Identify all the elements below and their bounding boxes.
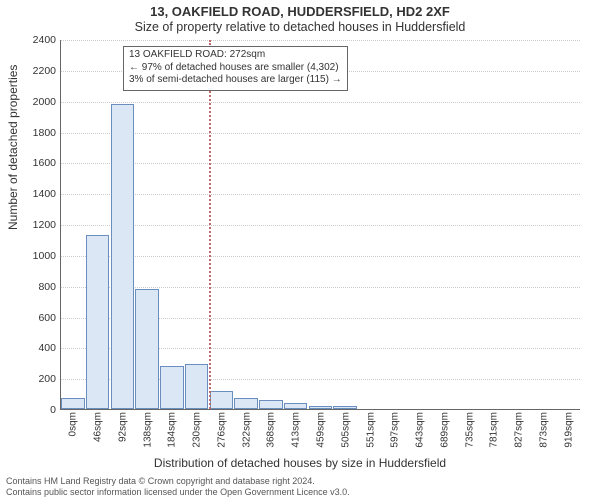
y-tick-label: 1800	[33, 127, 61, 139]
footer-line1: Contains HM Land Registry data © Crown c…	[6, 476, 350, 487]
gridline-h	[61, 225, 580, 226]
x-tick-label: 459sqm	[316, 409, 327, 448]
x-tick-label: 368sqm	[266, 409, 277, 448]
y-tick-label: 0	[50, 404, 61, 416]
annotation-line2: ← 97% of detached houses are smaller (4,…	[129, 62, 342, 75]
footer-line2: Contains public sector information licen…	[6, 487, 350, 498]
histogram-bar	[135, 289, 159, 409]
x-tick-label: 276sqm	[216, 409, 227, 448]
y-tick-label: 2400	[33, 34, 61, 46]
histogram-bar	[234, 398, 258, 409]
footer-attribution: Contains HM Land Registry data © Crown c…	[6, 476, 350, 498]
gridline-h	[61, 102, 580, 103]
x-tick-label: 781sqm	[489, 409, 500, 448]
histogram-bar	[86, 235, 110, 409]
x-axis-label: Distribution of detached houses by size …	[0, 456, 600, 470]
histogram-bar	[160, 366, 184, 409]
y-tick-label: 1600	[33, 157, 61, 169]
x-tick-label: 413sqm	[291, 409, 302, 448]
chart-title-line2: Size of property relative to detached ho…	[0, 20, 600, 34]
y-tick-label: 600	[38, 312, 61, 324]
gridline-h	[61, 287, 580, 288]
chart-container: 13, OAKFIELD ROAD, HUDDERSFIELD, HD2 2XF…	[0, 0, 600, 500]
y-axis-label: Number of detached properties	[6, 65, 20, 230]
x-tick-label: 46sqm	[93, 409, 104, 442]
histogram-bar	[185, 364, 209, 409]
annotation-line1: 13 OAKFIELD ROAD: 272sqm	[129, 49, 342, 62]
gridline-h	[61, 256, 580, 257]
gridline-h	[61, 133, 580, 134]
property-marker-line	[209, 40, 211, 409]
gridline-h	[61, 163, 580, 164]
x-tick-label: 551sqm	[365, 409, 376, 448]
gridline-h	[61, 40, 580, 41]
x-tick-label: 92sqm	[117, 409, 128, 442]
y-tick-label: 1000	[33, 250, 61, 262]
y-tick-label: 2000	[33, 96, 61, 108]
x-tick-label: 735sqm	[464, 409, 475, 448]
histogram-bar	[259, 400, 283, 409]
x-tick-label: 505sqm	[340, 409, 351, 448]
y-tick-label: 2200	[33, 65, 61, 77]
x-tick-label: 827sqm	[514, 409, 525, 448]
x-tick-label: 184sqm	[167, 409, 178, 448]
x-tick-label: 138sqm	[142, 409, 153, 448]
annotation-box: 13 OAKFIELD ROAD: 272sqm ← 97% of detach…	[123, 46, 348, 91]
y-tick-label: 1200	[33, 219, 61, 231]
y-tick-label: 1400	[33, 188, 61, 200]
annotation-line3: 3% of semi-detached houses are larger (1…	[129, 74, 342, 87]
x-tick-label: 230sqm	[192, 409, 203, 448]
x-tick-label: 919sqm	[563, 409, 574, 448]
histogram-bar	[210, 391, 234, 410]
histogram-bar	[111, 104, 135, 409]
histogram-bar	[61, 398, 85, 409]
x-tick-label: 597sqm	[390, 409, 401, 448]
y-tick-label: 200	[38, 373, 61, 385]
x-tick-label: 0sqm	[68, 409, 79, 436]
y-tick-label: 800	[38, 281, 61, 293]
x-tick-label: 873sqm	[538, 409, 549, 448]
gridline-h	[61, 194, 580, 195]
chart-title-line1: 13, OAKFIELD ROAD, HUDDERSFIELD, HD2 2XF	[0, 4, 600, 19]
y-tick-label: 400	[38, 342, 61, 354]
x-tick-label: 643sqm	[415, 409, 426, 448]
x-tick-label: 322sqm	[241, 409, 252, 448]
plot-area: 0200400600800100012001400160018002000220…	[60, 40, 580, 410]
x-tick-label: 689sqm	[439, 409, 450, 448]
